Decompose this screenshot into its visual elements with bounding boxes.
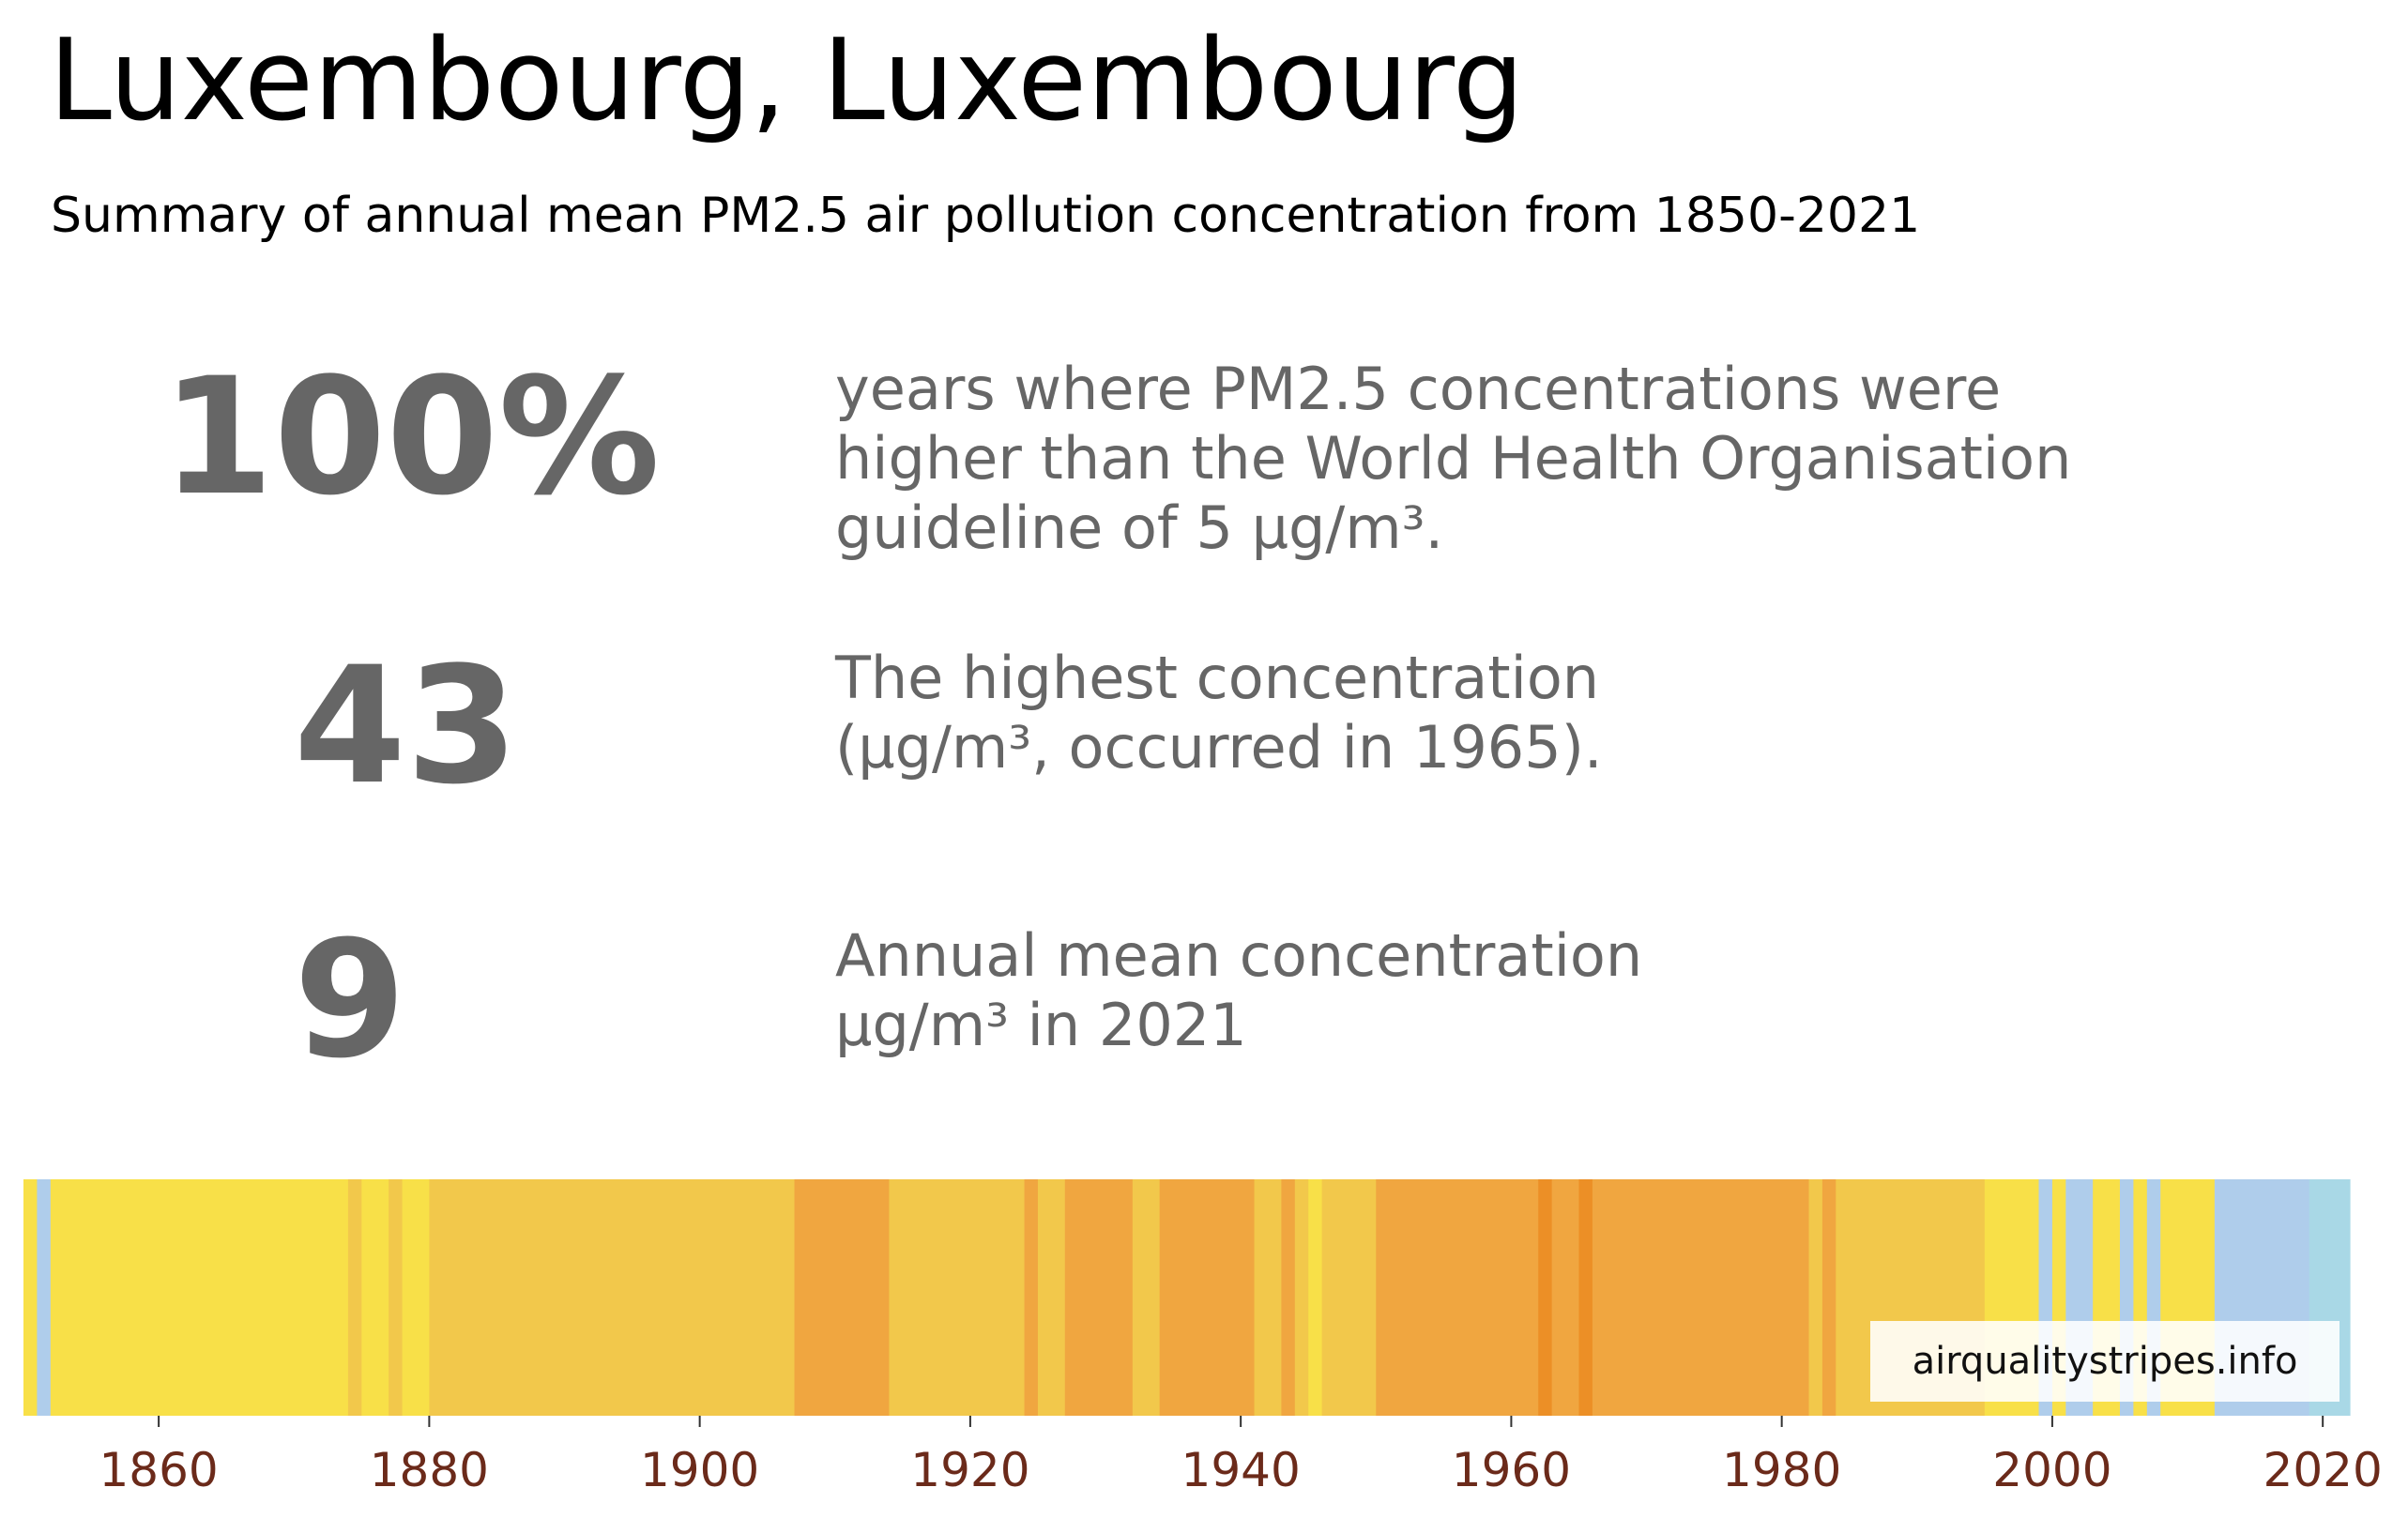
stripe-1966-1982 — [1592, 1179, 1810, 1416]
x-tick-label-1900: 1900 — [640, 1443, 759, 1497]
x-tick-label-1860: 1860 — [99, 1443, 219, 1497]
page-subtitle: Summary of annual mean PM2.5 air polluti… — [51, 188, 1921, 244]
stat-percent-description: years where PM2.5 concentrations were hi… — [835, 355, 2071, 563]
x-tick-label-2000: 2000 — [1992, 1443, 2111, 1497]
x-axis-ticks: 1860 1880 1900 1920 1940 1960 1980 2000 2020 — [99, 1416, 2383, 1497]
stat-percent-line-1: years where PM2.5 concentrations were — [835, 355, 2002, 423]
stat-latest-line-1: Annual mean concentration — [835, 921, 1643, 990]
stat-latest-value: 9 — [294, 905, 406, 1094]
stat-highest-line-2: (µg/m³, occurred in 1965). — [835, 713, 1603, 782]
stripe-1982-1983 — [1808, 1179, 1823, 1416]
stat-highest-line-1: The highest concentration — [835, 644, 1600, 712]
stripe-1941-1943 — [1254, 1179, 1282, 1416]
stripe-1907-1914 — [794, 1179, 891, 1416]
stripe-1950-1962 — [1376, 1179, 1539, 1416]
page-title: Luxembourg, Luxembourg — [49, 16, 1525, 146]
stat-latest-line-2: µg/m³ in 2021 — [835, 991, 1247, 1059]
stripe-1880-1907 — [429, 1179, 796, 1416]
stripe-1943-1944 — [1281, 1179, 1296, 1416]
stripe-1932-1934 — [1132, 1179, 1161, 1416]
watermark-label: airqualitystripes.info — [1870, 1321, 2339, 1402]
x-tick-label-1920: 1920 — [910, 1443, 1029, 1497]
stripe-1983-1984 — [1821, 1179, 1836, 1416]
stat-percent-value: 100% — [161, 342, 661, 531]
stripe-1914-1924 — [889, 1179, 1026, 1416]
stripe-1924-1925 — [1024, 1179, 1039, 1416]
stripe-1875-1877 — [361, 1179, 389, 1416]
x-tick-label-2020: 2020 — [2263, 1443, 2383, 1497]
stripe-1925-1927 — [1037, 1179, 1066, 1416]
x-tick-label-1940: 1940 — [1181, 1443, 1301, 1497]
stripe-1945-1946 — [1308, 1179, 1323, 1416]
stripe-1934-1941 — [1159, 1179, 1256, 1416]
x-tick-label-1960: 1960 — [1452, 1443, 1571, 1497]
stripe-1874-1875 — [347, 1179, 362, 1416]
stripe-1927-1932 — [1064, 1179, 1134, 1416]
stat-latest-description: Annual mean concentration µg/m³ in 2021 — [835, 921, 1642, 1060]
stripe-1852-1874 — [50, 1179, 349, 1416]
stripe-1850-1851 — [23, 1179, 38, 1416]
stat-percent-line-3: guideline of 5 µg/m³. — [835, 493, 1444, 562]
stripe-1963-1965 — [1551, 1179, 1580, 1416]
x-tick-label-1980: 1980 — [1722, 1443, 1841, 1497]
stripe-1965-1966 — [1578, 1179, 1593, 1416]
x-tick-label-1880: 1880 — [370, 1443, 489, 1497]
stat-highest-value: 43 — [294, 631, 519, 820]
stripe-1946-1950 — [1321, 1179, 1377, 1416]
stripe-1877-1878 — [389, 1179, 404, 1416]
stat-highest-description: The highest concentration (µg/m³, occurr… — [835, 644, 1603, 782]
stat-percent-line-2: higher than the World Health Organisatio… — [835, 424, 2072, 493]
stripe-1851-1852 — [37, 1179, 52, 1416]
stripe-1944-1945 — [1294, 1179, 1309, 1416]
stripe-1962-1963 — [1538, 1179, 1553, 1416]
stripe-1878-1880 — [402, 1179, 430, 1416]
